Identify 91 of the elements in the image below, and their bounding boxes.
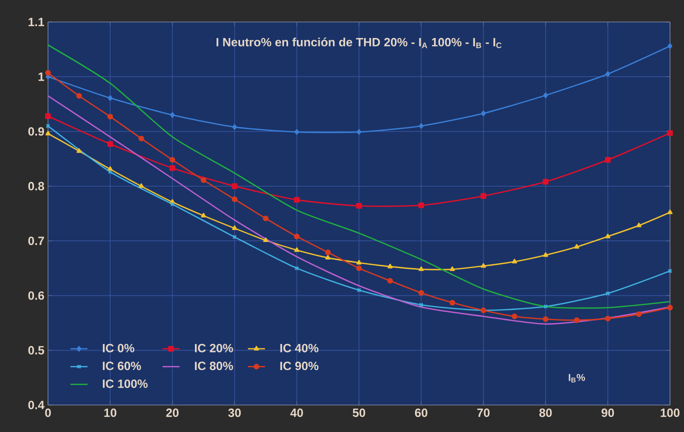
y-tick-label: 0.8: [28, 182, 44, 190]
point: [574, 244, 580, 249]
point: [170, 165, 176, 171]
point: [480, 263, 486, 268]
point: [45, 70, 51, 76]
point: [542, 178, 548, 185]
x-tick-label: 100: [660, 408, 680, 417]
point: [543, 92, 548, 98]
point: [418, 290, 424, 296]
point: [636, 311, 642, 318]
x-axis-title: I$_{B}$%: [568, 374, 586, 382]
point: [232, 183, 238, 189]
point: [604, 316, 611, 322]
point: [170, 157, 176, 163]
x-tick-label: 10: [104, 408, 116, 417]
point: [356, 260, 362, 264]
point: [45, 113, 51, 119]
point: [107, 114, 114, 120]
y-tick-label: 0.7: [28, 236, 44, 246]
point: [232, 196, 238, 202]
x-tick-label: 50: [352, 408, 366, 417]
y-tick-label: 0.4: [28, 400, 44, 410]
point: [170, 202, 175, 206]
legend-label: IC 20%: [194, 344, 234, 352]
point: [294, 234, 300, 240]
point: [543, 252, 548, 257]
y-tick-label: 0.6: [28, 291, 44, 300]
point: [668, 43, 672, 49]
point: [512, 258, 518, 264]
y-tick-label: 1: [38, 72, 44, 81]
point: [170, 112, 175, 118]
point: [200, 177, 206, 183]
x-tick-label: 80: [539, 408, 552, 417]
point: [481, 110, 486, 116]
x-tick-label: 70: [477, 408, 490, 417]
legend-label: IC 80%: [194, 362, 234, 370]
point: [294, 129, 300, 135]
point: [325, 254, 330, 260]
point: [232, 225, 238, 230]
y-tick-label: 0.9: [28, 127, 44, 136]
point: [108, 95, 112, 101]
point: [418, 202, 424, 208]
point: [107, 141, 114, 147]
point: [480, 193, 486, 199]
x-tick-label: 0: [45, 408, 51, 417]
point: [263, 237, 268, 242]
point: [606, 71, 610, 77]
point: [418, 123, 424, 129]
x-tick-label: 30: [228, 408, 241, 418]
point: [667, 130, 673, 136]
point: [543, 304, 548, 309]
point: [512, 314, 518, 320]
legend-label: IC 90%: [280, 362, 318, 370]
x-tick-label: 60: [414, 408, 428, 417]
point: [356, 265, 362, 272]
point: [450, 266, 455, 272]
point: [356, 129, 362, 135]
point: [636, 222, 642, 228]
point: [667, 304, 673, 310]
point: [294, 247, 300, 252]
x-tick-label: 40: [290, 408, 303, 417]
point: [45, 130, 51, 136]
legend-label: IC 0%: [102, 344, 134, 352]
point: [418, 266, 424, 272]
point: [138, 136, 144, 142]
point: [388, 264, 393, 268]
point: [356, 288, 362, 292]
x-tick-label: 20: [166, 408, 179, 417]
legend-label: IC 60%: [102, 362, 141, 370]
y-tick-label: 0.5: [28, 346, 44, 355]
point: [542, 316, 548, 322]
point: [387, 278, 393, 284]
point: [138, 183, 144, 188]
point: [262, 216, 269, 222]
point: [574, 317, 580, 324]
legend-label: IC 40%: [280, 344, 318, 352]
point: [667, 210, 673, 214]
point: [200, 212, 206, 218]
y-tick-label: 1.1: [28, 18, 44, 26]
point: [604, 157, 611, 163]
point: [294, 196, 300, 203]
point: [449, 300, 456, 306]
x-tick-label: 90: [602, 408, 614, 417]
text: I Neutro% en función de THD 20% - I$_{A}$ 100% - I$_{B}$ - I$_{C}$: [216, 38, 502, 48]
legend-label: IC 100%: [102, 379, 148, 388]
point: [76, 148, 82, 153]
point: [232, 124, 237, 130]
point: [605, 234, 610, 238]
point: [325, 250, 331, 256]
point: [76, 93, 82, 99]
point: [356, 202, 362, 209]
